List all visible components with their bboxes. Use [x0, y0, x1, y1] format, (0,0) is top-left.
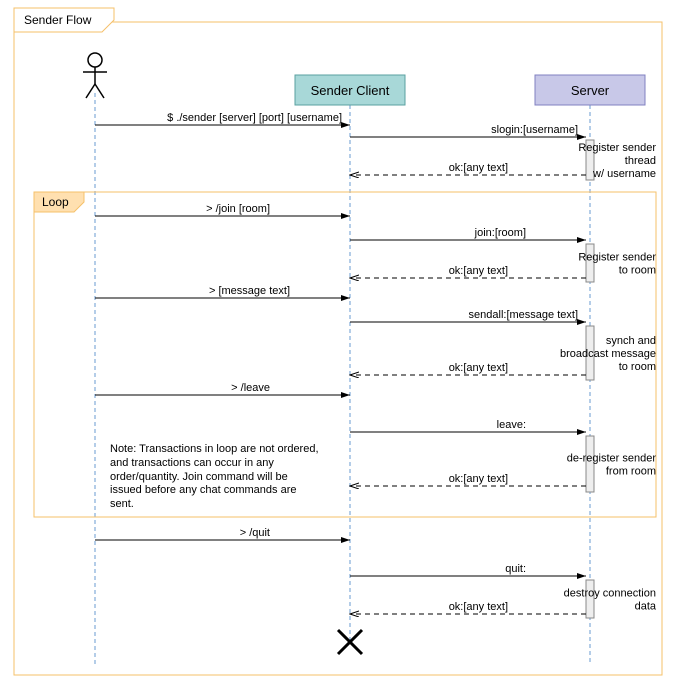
msg-launch-label: $ ./sender [server] [port] [username]	[167, 112, 342, 124]
msg-quit-cmd-label: > /quit	[240, 527, 270, 539]
msg-ok3-label: ok:[any text]	[449, 362, 508, 374]
frame-title: Sender Flow	[24, 13, 92, 27]
msg-leave-cmd-label: > /leave	[231, 382, 270, 394]
msg-sendall-label: sendall:[message text]	[469, 309, 578, 321]
msg-ok2-label: ok:[any text]	[449, 265, 508, 277]
server-label: Server	[571, 83, 610, 98]
act5-line1: data	[635, 601, 657, 613]
actor-leg-r	[95, 84, 104, 98]
msg-join-label: join:[room]	[474, 227, 526, 239]
msg-ok4-label: ok:[any text]	[449, 473, 508, 485]
msg-slogin-label: slogin:[username]	[491, 124, 578, 136]
actor-leg-l	[86, 84, 95, 98]
act4-line0: de-register sender	[567, 453, 657, 465]
actor-head	[88, 53, 102, 67]
msg-ok5-label: ok:[any text]	[449, 601, 508, 613]
msg-join-cmd-label: > /join [room]	[206, 203, 270, 215]
act3-line2: to room	[619, 361, 656, 373]
client-label: Sender Client	[311, 83, 390, 98]
loop-note: Note: Transactions in loop are not order…	[110, 443, 320, 523]
sequence-diagram: Sender Flow Sender Client Server Loop $ ./se…	[0, 0, 681, 685]
msg-text-cmd-label: > [message text]	[209, 285, 290, 297]
act2-line0: Register sender	[578, 252, 656, 264]
msg-ok1-label: ok:[any text]	[449, 162, 508, 174]
act3-line0: synch and	[606, 335, 656, 347]
act2-line1: to room	[619, 265, 656, 277]
act1-line2: w/ username	[592, 168, 656, 180]
act3-line1: broadcast message	[560, 348, 656, 360]
msg-quit-label: quit:	[505, 563, 526, 575]
act5-line0: destroy connection	[564, 588, 656, 600]
act1-line0: Register sender	[578, 142, 656, 154]
act4-line1: from room	[606, 466, 656, 478]
msg-leave-label: leave:	[497, 419, 526, 431]
loop-title: Loop	[42, 195, 69, 209]
act1-line1: thread	[625, 155, 656, 167]
